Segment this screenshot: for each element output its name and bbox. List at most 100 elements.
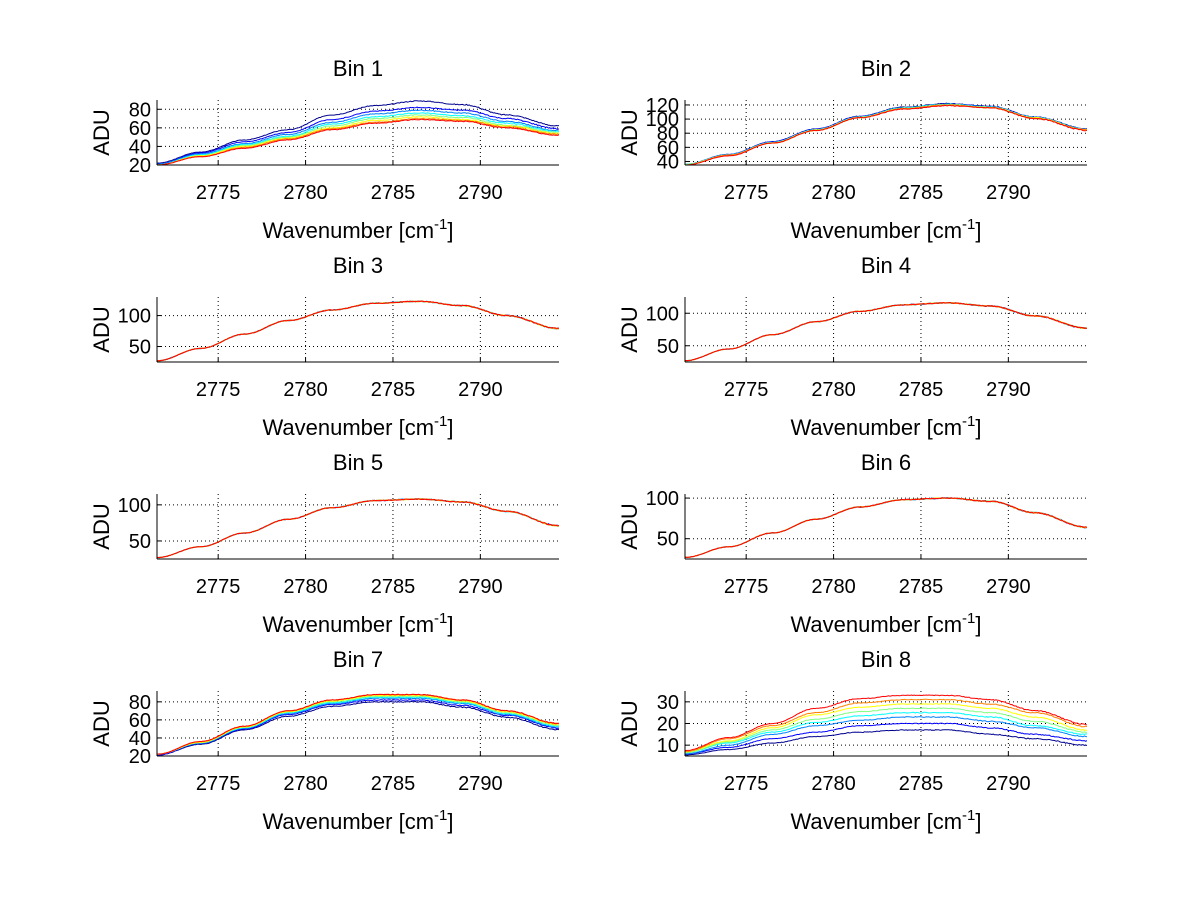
chart-6-title: Bin 6 (861, 450, 911, 475)
chart-1-series-3 (157, 109, 559, 165)
chart-8-series-group (685, 694, 1087, 756)
chart-7-series-8 (157, 693, 559, 755)
chart-3-xlabel: Wavenumber [cm-1] (262, 413, 453, 440)
chart-7-ylabel: ADU (89, 700, 114, 746)
chart-8-series-2 (685, 722, 1087, 755)
chart-4-xtick-label: 2775 (724, 379, 769, 401)
chart-5-series-group (157, 498, 559, 559)
chart-2-xtick-label: 2790 (986, 182, 1031, 204)
chart-6-series-7 (685, 497, 1087, 558)
chart-8-ylabel: ADU (617, 700, 642, 746)
chart-3-xtick-label: 2780 (283, 379, 328, 401)
chart-1-ylabel: ADU (89, 109, 114, 155)
chart-6-series-1 (685, 497, 1087, 558)
chart-7-xtick-label: 2780 (283, 773, 328, 795)
chart-3-xlabel-text: Wavenumber [cm (262, 415, 434, 440)
chart-8-ytick-label: 10 (657, 735, 679, 757)
chart-5-title: Bin 5 (333, 450, 383, 475)
chart-6-ylabel: ADU (617, 503, 642, 549)
chart-2-series-3 (685, 103, 1087, 165)
chart-7-xtick-label: 2785 (371, 773, 416, 795)
chart-7-series-2 (157, 699, 559, 756)
chart-1-title: Bin 1 (333, 56, 383, 81)
chart-1-series-6 (157, 115, 559, 165)
chart-7-series-1 (157, 700, 559, 756)
chart-6-series-6 (685, 497, 1087, 558)
chart-7-ytick-label: 60 (129, 710, 151, 732)
chart-7-series-5 (157, 695, 559, 755)
chart-7-series-4 (157, 696, 559, 755)
chart-8-series-1 (685, 729, 1087, 756)
chart-2-ytick-label: 100 (646, 109, 679, 131)
chart-8-xtick-label: 2780 (811, 773, 856, 795)
chart-8-xlabel-sup: -1 (962, 807, 975, 824)
chart-5-xtick-label: 2790 (458, 576, 503, 598)
chart-7-xlabel-text: Wavenumber [cm (262, 809, 434, 834)
chart-2-title: Bin 2 (861, 56, 911, 81)
chart-8-ytick-label: 20 (657, 714, 679, 736)
chart-6-series-8 (685, 497, 1087, 558)
chart-5-series-3 (157, 498, 559, 559)
chart-4-series-2 (685, 302, 1087, 362)
chart-2-xlabel-sup: -1 (962, 216, 975, 233)
chart-6-xlabel: Wavenumber [cm-1] (790, 610, 981, 637)
chart-2-xtick-label: 2780 (811, 182, 856, 204)
chart-5-series-1 (157, 498, 559, 559)
chart-2-series-6 (685, 104, 1087, 165)
chart-6-xlabel-text: Wavenumber [cm (790, 612, 962, 637)
chart-3-xlabel-close: ] (447, 415, 453, 440)
chart-5-xlabel-close: ] (447, 612, 453, 637)
chart-4-xlabel-close: ] (975, 415, 981, 440)
chart-5-series-8 (157, 498, 559, 558)
chart-4-xlabel-sup: -1 (962, 413, 975, 430)
chart-7-xlabel-sup: -1 (434, 807, 447, 824)
chart-6-ytick-label: 100 (646, 488, 679, 510)
chart-6-series-3 (685, 497, 1087, 558)
chart-3-series-7 (157, 300, 559, 362)
chart-2-series-8 (685, 104, 1087, 165)
chart-1-xtick-label: 2785 (371, 182, 416, 204)
chart-5-xtick-label: 2775 (196, 576, 241, 598)
chart-2-xlabel-text: Wavenumber [cm (790, 218, 962, 243)
chart-8-xlabel-close: ] (975, 809, 981, 834)
chart-8-series-8 (685, 694, 1087, 752)
chart-8-xtick-label: 2785 (899, 773, 944, 795)
chart-3-series-group (157, 300, 559, 362)
chart-2-ytick-label: 40 (657, 151, 679, 173)
chart-4-ylabel: ADU (617, 306, 642, 352)
chart-4-title: Bin 4 (861, 253, 911, 278)
chart-4-series-group (685, 301, 1087, 362)
chart-2-series-2 (685, 103, 1087, 165)
chart-1-series-4 (157, 112, 559, 165)
chart-1-ytick-label: 20 (129, 155, 151, 177)
chart-2-ytick-label: 120 (646, 95, 679, 117)
chart-6-series-2 (685, 497, 1087, 558)
chart-2-xlabel-close: ] (975, 218, 981, 243)
chart-3-ylabel: ADU (89, 306, 114, 352)
chart-8-series-5 (685, 707, 1087, 754)
chart-5-ylabel: ADU (89, 503, 114, 549)
chart-3-series-1 (157, 300, 559, 362)
chart-2-ytick-label: 80 (657, 123, 679, 145)
chart-4-ytick-label: 100 (646, 303, 679, 325)
chart-8-title: Bin 8 (861, 647, 911, 672)
chart-4-xlabel-text: Wavenumber [cm (790, 415, 962, 440)
chart-1-xlabel: Wavenumber [cm-1] (262, 216, 453, 243)
chart-8-xtick-label: 2775 (724, 773, 769, 795)
chart-3-xtick-label: 2790 (458, 379, 503, 401)
chart-5-xlabel-sup: -1 (434, 610, 447, 627)
chart-2-ylabel: ADU (617, 109, 642, 155)
chart-8-xlabel-text: Wavenumber [cm (790, 809, 962, 834)
chart-6-xlabel-sup: -1 (962, 610, 975, 627)
chart-7-ytick-label: 20 (129, 746, 151, 768)
chart-6-xtick-label: 2785 (899, 576, 944, 598)
chart-3-series-8 (157, 300, 559, 362)
chart-7-xtick-label: 2775 (196, 773, 241, 795)
